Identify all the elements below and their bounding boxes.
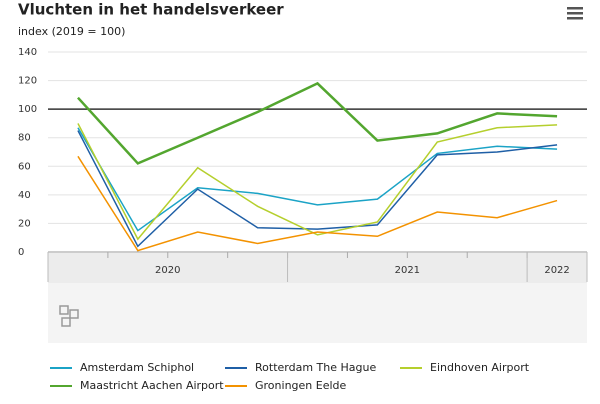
series-line bbox=[77, 130, 558, 248]
chart-title: Vluchten in het handelsverkeer bbox=[18, 1, 284, 19]
logo bbox=[59, 305, 79, 327]
menu-bar[interactable] bbox=[567, 17, 583, 20]
footer-band bbox=[48, 283, 587, 343]
menu-icon[interactable] bbox=[567, 7, 583, 20]
y-tick-label: 140 bbox=[18, 47, 37, 58]
legend-label: Groningen Eelde bbox=[255, 379, 347, 392]
y-tick-label: 20 bbox=[18, 218, 31, 229]
y-tick-label: 120 bbox=[18, 76, 37, 87]
series-line bbox=[77, 127, 558, 232]
y-tick-label: 60 bbox=[18, 161, 31, 172]
y-tick-label: 40 bbox=[18, 190, 31, 201]
logo-part bbox=[59, 305, 69, 315]
y-tick-label: 80 bbox=[18, 133, 31, 144]
x-group-label: 2020 bbox=[155, 265, 180, 276]
legend-label: Maastricht Aachen Airport bbox=[80, 379, 224, 392]
legend-label: Amsterdam Schiphol bbox=[80, 361, 194, 374]
y-tick-label: 100 bbox=[18, 104, 37, 115]
logo-part bbox=[61, 317, 71, 327]
legend-label: Rotterdam The Hague bbox=[255, 361, 376, 374]
menu-bar[interactable] bbox=[567, 12, 583, 15]
legend-label: Eindhoven Airport bbox=[430, 361, 530, 374]
x-axis-band bbox=[48, 253, 587, 283]
x-group-label: 2022 bbox=[544, 265, 569, 276]
series-line bbox=[77, 123, 558, 241]
x-group-label: 2021 bbox=[395, 265, 420, 276]
chart-subtitle: index (2019 = 100) bbox=[18, 25, 125, 38]
logo-part bbox=[69, 309, 79, 319]
series-line bbox=[77, 81, 558, 165]
series-line bbox=[77, 155, 558, 252]
y-tick-label: 0 bbox=[18, 247, 24, 258]
menu-bar[interactable] bbox=[567, 7, 583, 10]
